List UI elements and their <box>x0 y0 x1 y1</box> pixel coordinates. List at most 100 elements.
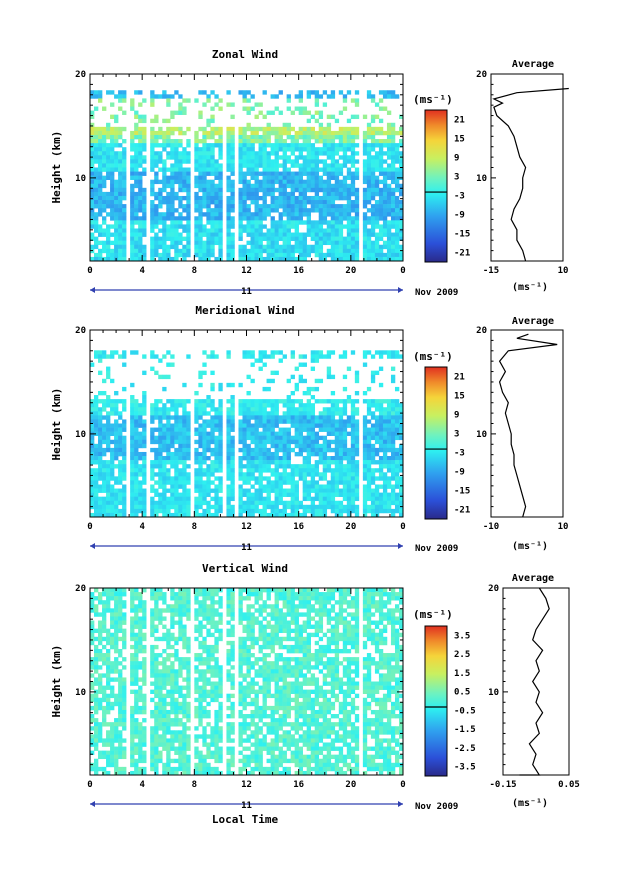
heatmap-cell <box>326 354 332 359</box>
heatmap-cell <box>346 195 352 201</box>
heatmap-cell <box>354 98 360 103</box>
heatmap-cell <box>338 596 344 601</box>
heatmap-cell <box>322 143 328 148</box>
heatmap-cell <box>118 216 123 221</box>
heatmap-cell <box>90 171 95 176</box>
heatmap-cell <box>310 468 316 473</box>
heatmap-cell <box>118 439 123 445</box>
heatmap-cell <box>310 616 316 621</box>
heatmap-cell <box>390 508 396 514</box>
heatmap-cell <box>266 171 271 176</box>
heatmap-cell <box>214 102 219 107</box>
heatmap-cell <box>174 431 179 436</box>
heatmap-cell <box>174 224 179 229</box>
heatmap-cell <box>194 496 199 502</box>
heatmap-cell <box>118 163 123 168</box>
heatmap-cell <box>230 419 235 424</box>
heatmap-cell <box>150 256 155 262</box>
heatmap-cell <box>122 252 127 258</box>
heatmap-cell <box>286 244 291 250</box>
heatmap-cell <box>174 435 179 441</box>
heatmap-cell <box>106 443 111 449</box>
heatmap-cell <box>378 244 384 250</box>
heatmap-cell <box>350 224 356 229</box>
heatmap-cell <box>158 460 163 465</box>
heatmap-cell <box>186 512 191 518</box>
heatmap-cell <box>266 488 271 493</box>
heatmap-cell <box>226 447 231 453</box>
heatmap-cell <box>322 608 328 613</box>
heatmap-cell <box>118 236 123 241</box>
heatmap-cell <box>174 592 179 597</box>
heatmap-cell <box>362 195 368 201</box>
heatmap-cell <box>310 512 316 518</box>
heatmap-cell <box>102 143 107 148</box>
heatmap-cell <box>218 163 223 168</box>
heatmap-cell <box>266 187 271 193</box>
heatmap-cell <box>142 496 147 502</box>
heatmap-cell <box>202 252 207 258</box>
heatmap-cell <box>366 248 372 254</box>
heatmap-cell <box>94 187 99 193</box>
heatmap-cell <box>250 200 255 205</box>
heatmap-cell <box>194 484 199 489</box>
heatmap-cell <box>250 240 255 246</box>
heatmap-cell <box>142 460 147 465</box>
heatmap-cell <box>330 130 336 136</box>
heatmap-cell <box>138 179 143 185</box>
heatmap-cell <box>230 179 235 185</box>
heatmap-cell <box>114 195 119 201</box>
heatmap-cell <box>162 596 167 601</box>
heatmap-cell <box>174 240 179 246</box>
heatmap-cell <box>90 183 95 189</box>
heatmap-cell <box>170 451 175 457</box>
heatmap-cell <box>130 256 135 262</box>
heatmap-cell <box>138 252 143 258</box>
heatmap-cell <box>366 147 372 152</box>
heatmap-cell <box>382 456 388 461</box>
heatmap-cell <box>142 472 147 477</box>
heatmap-cell <box>394 411 400 416</box>
heatmap-cell <box>214 159 219 164</box>
heatmap-cell <box>134 447 139 453</box>
heatmap-cell <box>390 139 396 144</box>
heatmap-cell <box>366 492 372 497</box>
heatmap-cell <box>150 155 155 160</box>
heatmap-cell <box>302 143 307 148</box>
heatmap-cell <box>206 472 211 477</box>
heatmap-cell <box>178 130 183 136</box>
heatmap-cell <box>298 354 303 359</box>
heatmap-cell <box>378 126 384 132</box>
heatmap-cell <box>106 191 111 197</box>
heatmap-cell <box>262 407 267 412</box>
heatmap-cell <box>138 147 143 152</box>
heatmap-cell <box>302 464 307 469</box>
heatmap-cell <box>318 350 324 355</box>
heatmap-cell <box>134 399 139 404</box>
heatmap-cell <box>362 236 368 241</box>
heatmap-cell <box>322 496 328 502</box>
heatmap-cell <box>394 427 400 432</box>
heatmap-cell <box>90 443 95 449</box>
heatmap-cell <box>382 411 388 416</box>
heatmap-cell <box>310 358 316 363</box>
heatmap-cell <box>110 163 115 168</box>
heatmap-cell <box>254 403 259 408</box>
heatmap-cell <box>302 167 307 172</box>
heatmap-cell <box>354 171 360 176</box>
heatmap-cell <box>138 403 143 408</box>
heatmap-cell <box>278 155 283 160</box>
heatmap-cell <box>218 143 223 148</box>
heatmap-cell <box>298 200 303 205</box>
heatmap-cell <box>178 608 183 613</box>
heatmap-cell <box>90 439 95 445</box>
heatmap-cell <box>386 171 392 176</box>
heatmap-cell <box>298 187 303 193</box>
heatmap-cell <box>230 151 235 156</box>
heatmap-cell <box>306 126 311 132</box>
heatmap-cell <box>258 608 263 613</box>
heatmap-cell <box>282 411 287 416</box>
heatmap-cell <box>134 604 139 609</box>
heatmap-cell <box>342 94 348 99</box>
heatmap-cell <box>334 248 340 254</box>
